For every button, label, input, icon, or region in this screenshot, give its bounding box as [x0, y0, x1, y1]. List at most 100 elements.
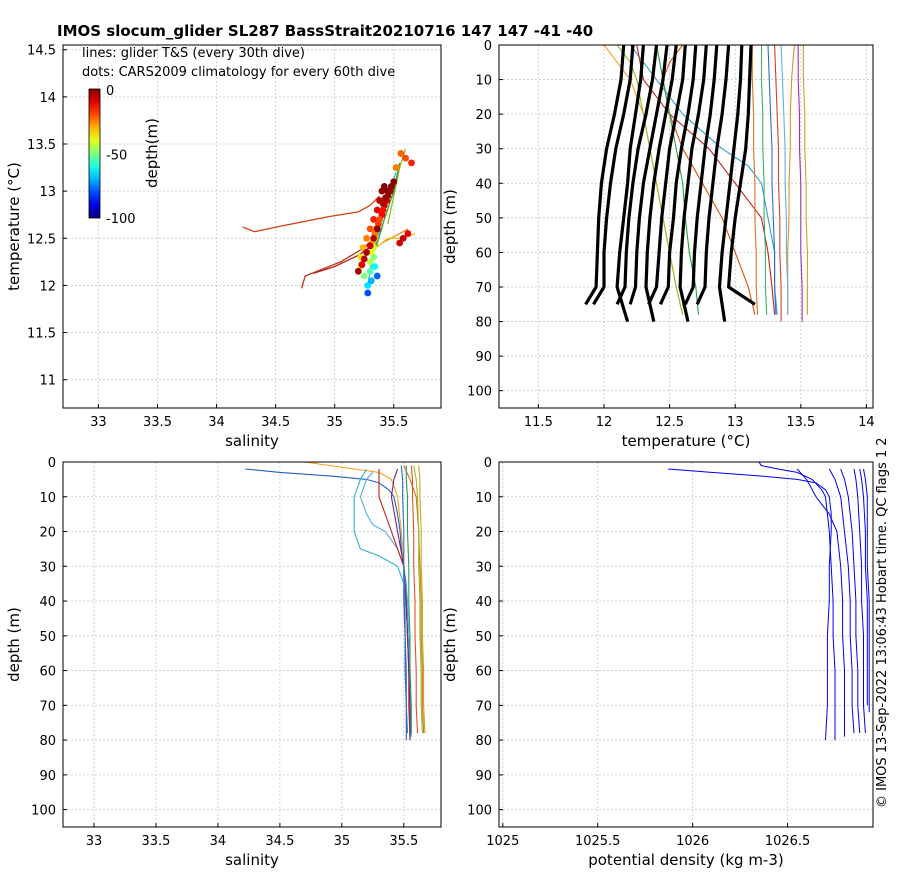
- x-axis-label: potential density (kg m-3): [588, 851, 784, 869]
- x-tick-label: 11.5: [524, 415, 553, 430]
- climatology-dot: [379, 200, 387, 207]
- y-tick-label: 30: [475, 560, 492, 575]
- axes-box: [498, 461, 874, 828]
- y-tick-label: 11: [39, 374, 56, 389]
- x-axis-label: salinity: [225, 432, 279, 450]
- y-tick-label: 13: [39, 185, 56, 200]
- climatology-temperature-profile: [592, 44, 635, 306]
- climatology-temperature-profile: [628, 44, 669, 305]
- x-tick-label: 12.5: [655, 415, 684, 430]
- colorbar-tick-label: 0: [106, 84, 114, 99]
- y-axis-label: depth (m): [5, 607, 23, 682]
- climatology-temperature-profile: [717, 44, 744, 322]
- climatology-dot: [370, 234, 378, 242]
- density-profile: [840, 468, 861, 734]
- density-profile: [828, 468, 855, 734]
- x-tick-label: 35: [326, 415, 343, 430]
- y-tick-label: 70: [475, 699, 492, 714]
- climatology-temperature-profile: [615, 44, 659, 305]
- y-tick-label: 80: [39, 734, 56, 749]
- glider-temperature-profile: [780, 44, 789, 315]
- ts-annotation: lines: glider T&S (every 30th dive): [82, 46, 305, 61]
- x-tick-label: 35: [334, 834, 351, 849]
- x-tick-label: 1025: [486, 834, 519, 849]
- climatology-dot: [366, 225, 374, 233]
- density-profile: [796, 468, 845, 737]
- climatology-dot: [384, 187, 392, 195]
- y-tick-label: 14.5: [27, 44, 56, 59]
- y-axis-label: temperature (°C): [5, 162, 23, 291]
- x-tick-label: 1026: [676, 834, 709, 849]
- y-tick-label: 10: [475, 491, 492, 506]
- climatology-dot: [373, 206, 381, 214]
- glider-temperature-profile: [616, 44, 684, 315]
- climatology-dot: [363, 249, 370, 256]
- y-tick-label: 30: [39, 560, 56, 575]
- axes-box: [498, 44, 874, 409]
- climatology-dot: [379, 206, 387, 214]
- y-tick-label: 50: [475, 630, 492, 645]
- y-tick-label: 90: [39, 769, 56, 784]
- axes-box: [62, 44, 442, 409]
- climatology-dot: [358, 261, 366, 269]
- salinity-profile: [403, 465, 425, 734]
- climatology-dot: [366, 258, 374, 266]
- glider-temperature-profile: [760, 45, 768, 315]
- plot-area: [499, 462, 873, 827]
- y-tick-label: 10: [39, 491, 56, 506]
- y-tick-label: 80: [475, 734, 492, 749]
- y-tick-label: 60: [475, 665, 492, 680]
- salinity-profile: [400, 465, 409, 734]
- salinity-profile: [390, 468, 411, 741]
- density-profile: [667, 468, 832, 741]
- y-tick-label: 0: [484, 39, 492, 54]
- y-tick-label: 40: [475, 595, 492, 610]
- y-tick-label: 20: [39, 526, 56, 541]
- x-tick-label: 12: [596, 415, 613, 430]
- colorbar-label: depth(m): [143, 118, 161, 188]
- climatology-temperature-profile: [615, 44, 645, 323]
- x-tick-label: 34.5: [265, 834, 294, 849]
- x-tick-label: 33.5: [143, 415, 172, 430]
- salinity-profile: [413, 465, 423, 734]
- y-tick-label: 50: [475, 212, 492, 227]
- x-tick-label: 33.5: [141, 834, 170, 849]
- x-tick-label: 35.5: [379, 415, 408, 430]
- climatology-temperature-profile: [644, 44, 678, 322]
- salinity-profile: [410, 465, 419, 734]
- temperature-depth-panel: 11.5 12 12.5 13 13.5 14 0 10 20 30 40 50 60 70 80 90 100…: [441, 39, 875, 450]
- y-tick-label: 11.5: [27, 327, 56, 342]
- x-tick-label: 14: [858, 415, 875, 430]
- x-tick-label: 13.5: [786, 415, 815, 430]
- y-tick-label: 90: [475, 769, 492, 784]
- y-tick-label: 12: [39, 279, 56, 294]
- climatology-dot: [402, 154, 409, 162]
- colorbar: [88, 88, 101, 219]
- climatology-dot: [371, 263, 379, 270]
- climatology-dot: [363, 234, 370, 242]
- y-tick-label: 100: [467, 804, 492, 819]
- colorbar-tick-label: -50: [106, 149, 127, 164]
- salinity-profile: [418, 465, 426, 734]
- x-tick-label: 1025.5: [575, 834, 621, 849]
- x-tick-label: 33: [90, 415, 107, 430]
- climatology-dot: [359, 244, 367, 252]
- density-profile: [853, 468, 866, 734]
- y-tick-label: 70: [39, 699, 56, 714]
- ts-glider-line: [242, 195, 381, 233]
- y-tick-label: 60: [475, 246, 492, 261]
- axes-box: [62, 461, 442, 828]
- climatology-dot: [408, 159, 415, 167]
- x-axis-label: salinity: [225, 851, 279, 869]
- y-tick-label: 0: [48, 456, 56, 471]
- salinity-depth-panel: 33 33.5 34 34.5 35 35.5 0 10 20 30 40 50 60 70 80 90 100…: [5, 456, 442, 869]
- ts-glider-line: [375, 162, 401, 248]
- climatology-dot: [373, 225, 381, 233]
- climatology-dot: [367, 277, 375, 285]
- climatology-temperature-profile: [726, 44, 756, 306]
- y-tick-label: 12.5: [27, 232, 56, 247]
- x-axis-label: temperature (°C): [622, 432, 751, 450]
- glider-temperature-profile: [797, 45, 803, 322]
- ts-annotation: dots: CARS2009 climatology for every 60t…: [82, 65, 395, 80]
